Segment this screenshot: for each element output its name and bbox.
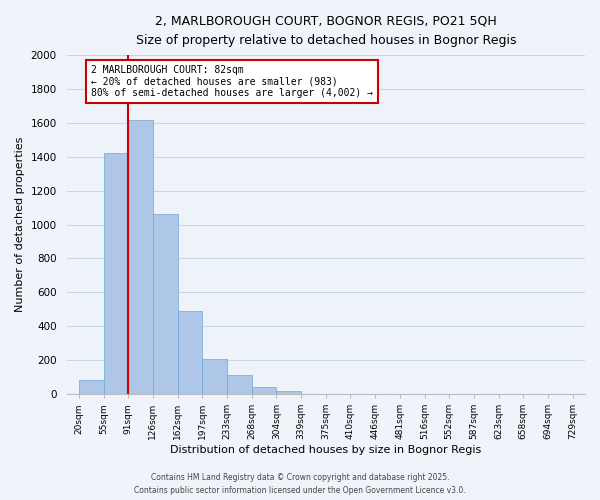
Bar (128, 120, 153, 394)
Title: 2, MARLBOROUGH COURT, BOGNOR REGIS, PO21 5QH
Size of property relative to detach: 2, MARLBOROUGH COURT, BOGNOR REGIS, PO21… (136, 15, 516, 47)
Y-axis label: Number of detached properties: Number of detached properties (15, 137, 25, 312)
Bar (251, 388, 277, 394)
Bar (79, 380, 104, 394)
Text: 2 MARLBOROUGH COURT: 82sqm
← 20% of detached houses are smaller (983)
80% of sem: 2 MARLBOROUGH COURT: 82sqm ← 20% of deta… (91, 66, 373, 98)
Bar (104, 154, 128, 394)
Bar (153, 214, 178, 394)
Bar (227, 376, 251, 394)
Text: Contains HM Land Registry data © Crown copyright and database right 2025.
Contai: Contains HM Land Registry data © Crown c… (134, 474, 466, 495)
Bar (178, 311, 202, 394)
X-axis label: Distribution of detached houses by size in Bognor Regis: Distribution of detached houses by size … (170, 445, 481, 455)
Bar (277, 392, 301, 394)
Bar (202, 360, 227, 394)
